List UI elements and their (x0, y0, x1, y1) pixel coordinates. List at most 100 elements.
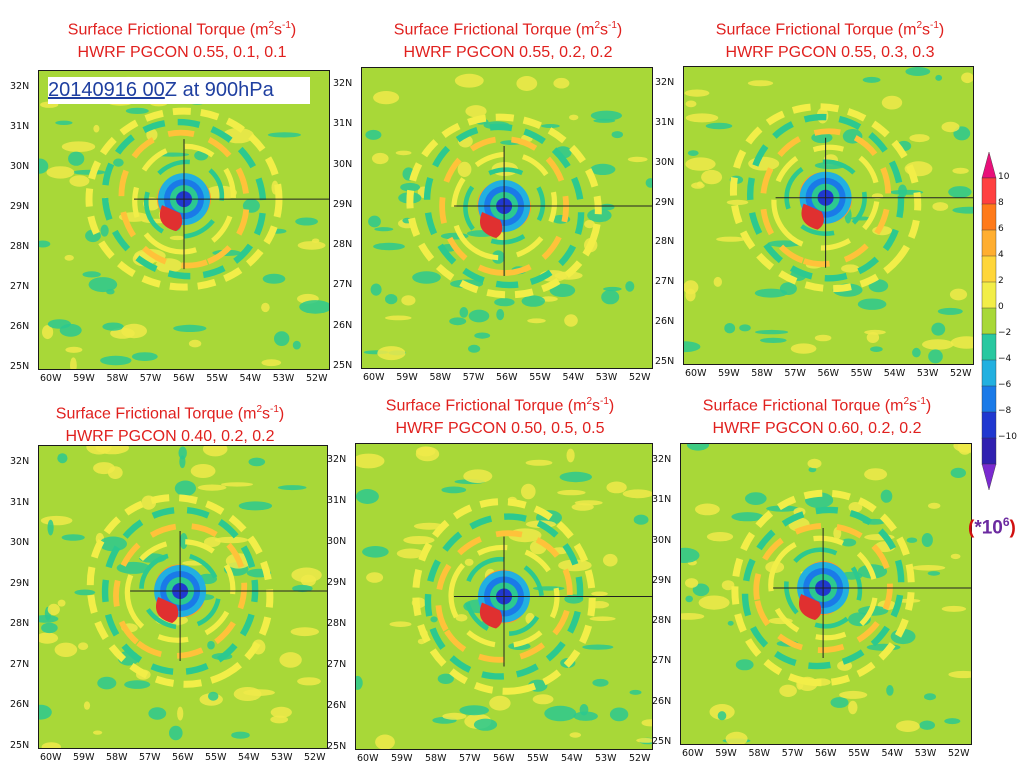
spiral-band (101, 506, 259, 676)
contour-patch (277, 485, 307, 491)
contour-patch (437, 673, 454, 684)
lon-tick-label: 53W (272, 373, 295, 384)
contour-patch (146, 128, 158, 141)
contour-patch (706, 532, 734, 542)
lon-tick-label: 58W (425, 753, 447, 764)
contour-patch (61, 534, 85, 541)
contour-patch (848, 700, 858, 715)
contour-patch (558, 559, 592, 572)
contour-patch (100, 224, 109, 237)
contour-patch (684, 89, 710, 97)
panel-title-3: Surface Frictional Torque (m2s-1) HWRF PG… (680, 14, 980, 64)
contour-patch (600, 203, 615, 211)
lon-tick-label: 57W (781, 748, 804, 759)
contour-patch (430, 616, 438, 623)
contour-patch (473, 718, 498, 731)
lat-tick-label: 29N (327, 577, 347, 588)
contour-patch (489, 695, 511, 711)
contour-patch (291, 567, 322, 583)
contour-patch (99, 536, 127, 552)
colorbar-label: −10 (998, 432, 1017, 442)
contour-patch (441, 486, 467, 494)
contour-patch (385, 315, 412, 321)
spiral-band (113, 523, 248, 659)
panel-title-2: Surface Frictional Torque (m2s-1) HWRF PG… (358, 14, 658, 64)
contour-patch (396, 548, 425, 559)
contour-patch (716, 236, 746, 242)
contour-patch (685, 578, 699, 588)
contour-patch (174, 480, 196, 497)
lon-tick-label: 56W (172, 752, 194, 763)
lat-tick-label: 30N (327, 536, 347, 547)
contour-patch (681, 547, 700, 563)
colorbar-label: 6 (998, 224, 1004, 234)
lat-tick-label: 28N (10, 241, 30, 252)
lat-tick-label: 29N (652, 574, 672, 586)
lat-tick-label: 25N (10, 740, 30, 751)
lat-tick-label: 25N (10, 361, 30, 372)
lon-tick-label: 60W (685, 368, 707, 379)
contour-patch (686, 444, 710, 451)
colorbar-label: −8 (998, 406, 1012, 416)
colorbar-segment (981, 437, 997, 465)
contour-patch (609, 707, 629, 722)
contour-patch (39, 704, 52, 720)
contour-patch (950, 467, 966, 478)
lat-tick-label: 25N (655, 356, 675, 367)
contour-patch (521, 483, 536, 500)
contour-patch (233, 687, 262, 701)
lon-tick-label: 52W (304, 752, 326, 763)
title-line-1: Surface Frictional Torque (m2s-1) (385, 396, 615, 415)
contour-patch (721, 580, 735, 591)
spiral-band (784, 547, 863, 629)
lat-tick-label: 27N (655, 276, 675, 288)
lat-tick-label: 32N (327, 454, 347, 465)
contour-patch (400, 182, 420, 192)
contour-patch (909, 134, 930, 143)
contour-patch (866, 643, 901, 651)
title-line-1: Surface Frictional Torque (m2s-1) (715, 20, 945, 39)
lon-tick-label: 55W (529, 372, 551, 383)
contour-patch (695, 503, 720, 516)
contour-patch (297, 677, 321, 686)
lat-tick-label: 28N (655, 236, 675, 248)
contour-patch (55, 120, 73, 125)
lon-tick-label: 58W (106, 752, 128, 763)
contour-patch (416, 446, 436, 457)
contour-patch (459, 307, 469, 318)
contour-patch (953, 444, 971, 453)
lon-tick-label: 53W (916, 368, 939, 379)
contour-patch (248, 457, 266, 467)
contour-patch (202, 446, 228, 457)
title-line-2: HWRF PGCON 0.55, 0.2, 0.2 (403, 44, 613, 62)
colorbar-label: −4 (998, 354, 1012, 364)
contour-patch (681, 613, 705, 620)
contour-patch (574, 500, 603, 506)
contour-patch (385, 294, 398, 305)
contour-patch (591, 591, 608, 597)
contour-patch (848, 502, 863, 513)
lon-tick-label: 52W (306, 373, 328, 384)
contour-patch (871, 193, 884, 200)
contour-patch (701, 169, 723, 185)
contour-patch (564, 314, 578, 327)
contour-patch (937, 307, 963, 315)
contour-patch (928, 502, 941, 509)
contour-patch (870, 346, 883, 353)
lon-tick-label: 54W (238, 752, 260, 763)
contour-patch (491, 250, 505, 264)
lon-tick-label: 59W (718, 368, 740, 379)
contour-patch (698, 595, 730, 610)
contour-patch (928, 349, 943, 364)
contour-patch (173, 324, 207, 332)
contour-patch (179, 533, 188, 549)
lon-tick-label: 53W (595, 753, 617, 764)
lon-tick-label: 57W (139, 373, 162, 384)
lon-tick-label: 60W (682, 748, 704, 759)
contour-patch (760, 337, 787, 343)
colorbar-segment (981, 281, 997, 309)
contour-patch (645, 178, 652, 188)
contour-patch (178, 446, 187, 460)
spiral-band (118, 129, 250, 269)
contour-patch (767, 240, 801, 247)
